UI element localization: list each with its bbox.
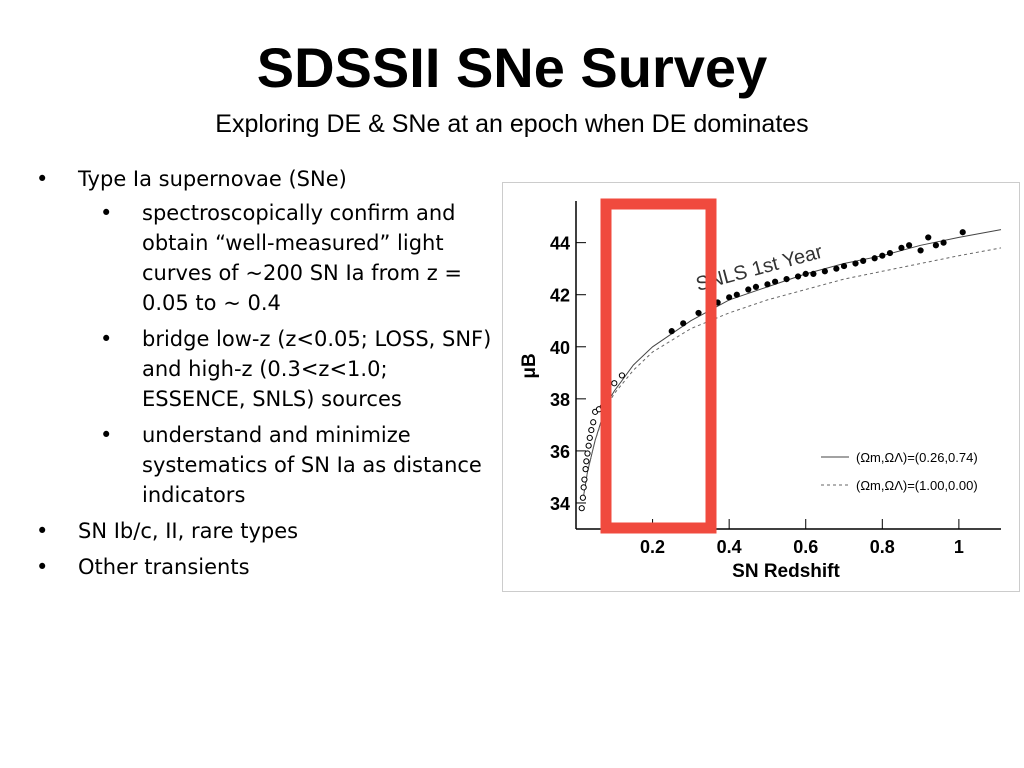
- bullet-dot: •: [100, 327, 113, 351]
- sub-bullet-text: understand and minimize systematics of S…: [142, 423, 482, 507]
- data-point: [917, 247, 924, 254]
- chart-background: [503, 183, 1019, 591]
- highlight-box: [600, 198, 717, 534]
- y-tick-label: 42: [550, 286, 570, 306]
- bullet-dot: •: [36, 519, 49, 543]
- bullet-dot: •: [100, 423, 113, 447]
- data-point: [733, 291, 740, 298]
- bullet-text: Type Ia supernovae (SNe): [78, 167, 347, 191]
- data-point: [959, 229, 966, 236]
- x-tick-label: 0.6: [793, 537, 818, 557]
- bullet-item: • Type Ia supernovae (SNe) • spectroscopica…: [34, 164, 494, 510]
- data-point: [588, 426, 595, 434]
- data-point: [611, 380, 618, 387]
- sub-list: • spectroscopically confirm and obtain “w…: [78, 198, 494, 510]
- data-point: [680, 320, 687, 327]
- data-point: [932, 242, 940, 249]
- bullet-item: • SN Ib/c, II, rare types: [34, 516, 494, 546]
- data-point: [940, 239, 947, 246]
- data-point: [783, 275, 790, 283]
- data-point: [752, 283, 760, 291]
- data-point: [833, 265, 840, 272]
- data-point: [840, 262, 848, 270]
- data-point: [871, 255, 878, 262]
- data-point: [794, 273, 802, 280]
- data-point: [586, 434, 593, 441]
- data-point: [821, 268, 828, 275]
- legend-label: (Ωm,ΩΛ)=(1.00,0.00): [856, 478, 978, 493]
- legend-label: (Ωm,ΩΛ)=(0.26,0.74): [856, 450, 978, 465]
- y-axis-label: μB: [519, 353, 540, 378]
- y-tick-label: 44: [550, 234, 570, 254]
- sub-bullet-text: spectroscopically confirm and obtain “we…: [142, 201, 463, 315]
- bullet-list: • Type Ia supernovae (SNe) • spectroscopica…: [34, 164, 494, 588]
- data-point: [668, 328, 675, 335]
- data-point: [886, 249, 894, 257]
- sub-bullet-item: • bridge low-z (z<0.05; LOSS, SNF) and hi…: [98, 324, 494, 414]
- x-tick-label: 0.8: [870, 537, 895, 557]
- slide-title: SDSSII SNe Survey: [256, 36, 768, 99]
- data-point: [585, 442, 592, 449]
- x-tick-label: 1: [954, 537, 964, 557]
- data-point: [584, 450, 591, 457]
- y-tick-label: 34: [550, 494, 570, 514]
- y-tick-label: 40: [550, 338, 570, 358]
- bullet-dot: •: [36, 167, 49, 191]
- x-axis-label: SN Redshift: [732, 561, 840, 582]
- data-point: [764, 281, 771, 288]
- y-tick-label: 36: [550, 442, 570, 462]
- data-point: [898, 244, 905, 251]
- bullet-dot: •: [36, 555, 49, 579]
- data-point: [580, 484, 587, 491]
- data-point: [745, 286, 752, 293]
- data-point: [906, 242, 913, 249]
- sub-bullet-item: • spectroscopically confirm and obtain “w…: [98, 198, 494, 318]
- data-point: [860, 257, 867, 264]
- data-point: [879, 252, 886, 259]
- bullet-item: • Other transients: [34, 552, 494, 582]
- bullet-text: Other transients: [78, 555, 250, 579]
- sub-bullet-text: bridge low-z (z<0.05; LOSS, SNF) and hig…: [142, 327, 492, 411]
- x-tick-label: 0.2: [640, 537, 665, 557]
- data-point: [581, 476, 588, 483]
- y-tick-label: 38: [550, 390, 570, 410]
- data-point: [852, 260, 859, 267]
- data-point: [583, 458, 590, 465]
- data-point: [695, 309, 702, 317]
- data-point: [590, 419, 597, 426]
- data-point: [579, 494, 586, 501]
- data-point: [810, 270, 817, 277]
- data-point: [802, 270, 809, 277]
- data-point: [726, 294, 733, 301]
- data-point: [618, 372, 626, 379]
- x-tick-label: 0.4: [717, 537, 742, 557]
- bullet-text: SN Ib/c, II, rare types: [78, 519, 299, 543]
- data-point: [925, 234, 932, 241]
- data-point: [578, 505, 585, 512]
- bullet-dot: •: [100, 201, 113, 225]
- data-point: [771, 278, 779, 285]
- sub-bullet-item: • understand and minimize systematics of …: [98, 420, 494, 510]
- data-point: [582, 466, 589, 473]
- slide-subtitle: Exploring DE & SNe at an epoch when DE d…: [215, 110, 809, 138]
